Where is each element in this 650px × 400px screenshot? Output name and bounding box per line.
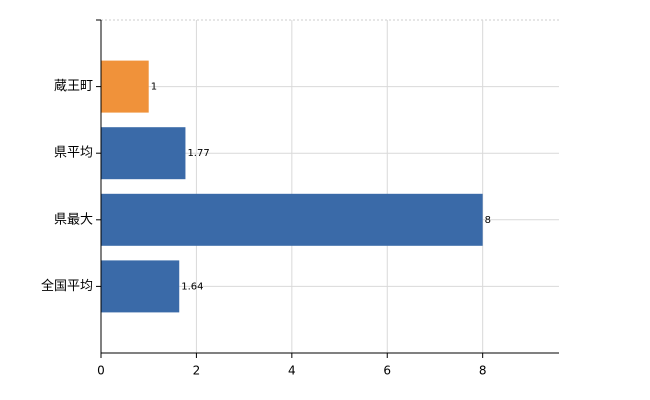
x-tick-label: 4 [288, 364, 296, 378]
y-tick-label: 蔵王町 [54, 79, 93, 94]
y-tick-label: 県最大 [54, 212, 93, 227]
bar [101, 127, 186, 180]
value-label: 1 [151, 82, 157, 93]
value-label: 1.77 [187, 148, 209, 159]
x-tick-label: 8 [479, 364, 487, 378]
bar [101, 193, 483, 246]
value-label: 1.64 [181, 281, 203, 292]
value-label: 8 [485, 215, 491, 226]
y-tick-label: 全国平均 [41, 278, 93, 294]
y-tick-label: 県平均 [54, 146, 93, 161]
x-tick-label: 2 [193, 364, 201, 378]
x-tick-label: 6 [383, 364, 391, 378]
bar [101, 60, 149, 113]
x-tick-label: 0 [97, 364, 105, 378]
bar [101, 260, 180, 313]
